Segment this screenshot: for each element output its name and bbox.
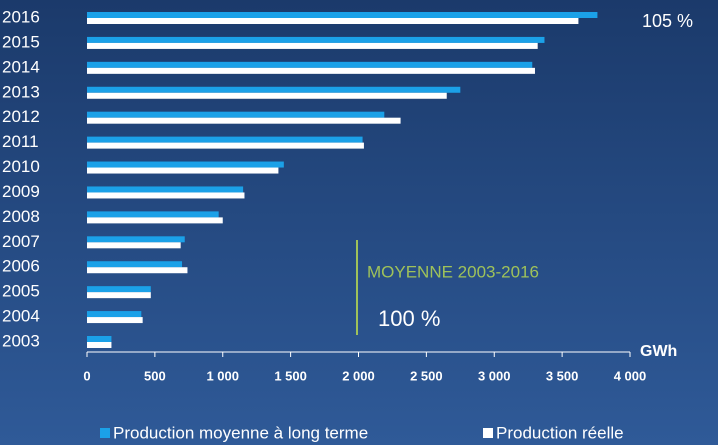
x-axis-label: GWh [640, 343, 677, 360]
annotation: 105 % [642, 11, 693, 31]
bar [87, 67, 535, 74]
y-tick-label: 2015 [2, 32, 40, 51]
bar [87, 42, 538, 49]
bar [87, 61, 533, 68]
y-tick-label: 2005 [2, 282, 40, 301]
bar [87, 86, 461, 93]
bar [87, 142, 364, 149]
bar [87, 136, 363, 143]
x-tick-label: 1 500 [274, 368, 307, 383]
y-tick-label: 2007 [2, 232, 40, 251]
y-tick-label: 2012 [2, 107, 40, 126]
bar [87, 317, 143, 324]
bar [87, 286, 151, 293]
legend-label: Production réelle [496, 423, 624, 442]
bar [87, 92, 447, 99]
bar [87, 117, 401, 124]
bar [87, 342, 112, 348]
bar [87, 211, 219, 218]
bar [87, 192, 245, 199]
bar [87, 267, 188, 274]
bar [87, 242, 181, 249]
x-tick-label: 2 500 [410, 368, 443, 383]
bar [87, 217, 223, 224]
bar [87, 36, 545, 43]
y-tick-label: 2010 [2, 157, 40, 176]
x-tick-label: 0 [83, 368, 90, 383]
y-tick-label: 2004 [2, 307, 40, 326]
y-tick-label: 2003 [2, 331, 40, 350]
y-tick-label: 2008 [2, 207, 40, 226]
bar [87, 12, 598, 18]
bar [87, 111, 385, 118]
annotation: MOYENNE 2003-2016 [367, 262, 539, 281]
y-tick-label: 2016 [2, 7, 40, 26]
x-tick-label: 3 000 [478, 368, 511, 383]
annotation: 100 % [378, 306, 440, 331]
legend-swatch [100, 428, 110, 438]
bar [87, 261, 183, 268]
bar [87, 18, 579, 24]
bar [87, 292, 151, 299]
y-tick-label: 2009 [2, 182, 40, 201]
y-tick-label: 2013 [2, 82, 40, 101]
x-tick-label: 1 000 [206, 368, 239, 383]
legend-label: Production moyenne à long terme [113, 423, 368, 442]
y-tick-label: 2014 [2, 57, 40, 76]
x-tick-label: 4 000 [614, 368, 647, 383]
bar [87, 336, 112, 342]
bar [87, 186, 244, 193]
legend-swatch [483, 428, 493, 438]
y-tick-label: 2011 [2, 132, 39, 151]
x-tick-label: 500 [144, 368, 166, 383]
x-tick-label: 3 500 [546, 368, 579, 383]
bar [87, 167, 279, 174]
bar [87, 311, 142, 318]
x-tick-label: 2 000 [342, 368, 375, 383]
bar [87, 236, 185, 243]
y-tick-label: 2006 [2, 257, 40, 276]
bar [87, 161, 284, 168]
